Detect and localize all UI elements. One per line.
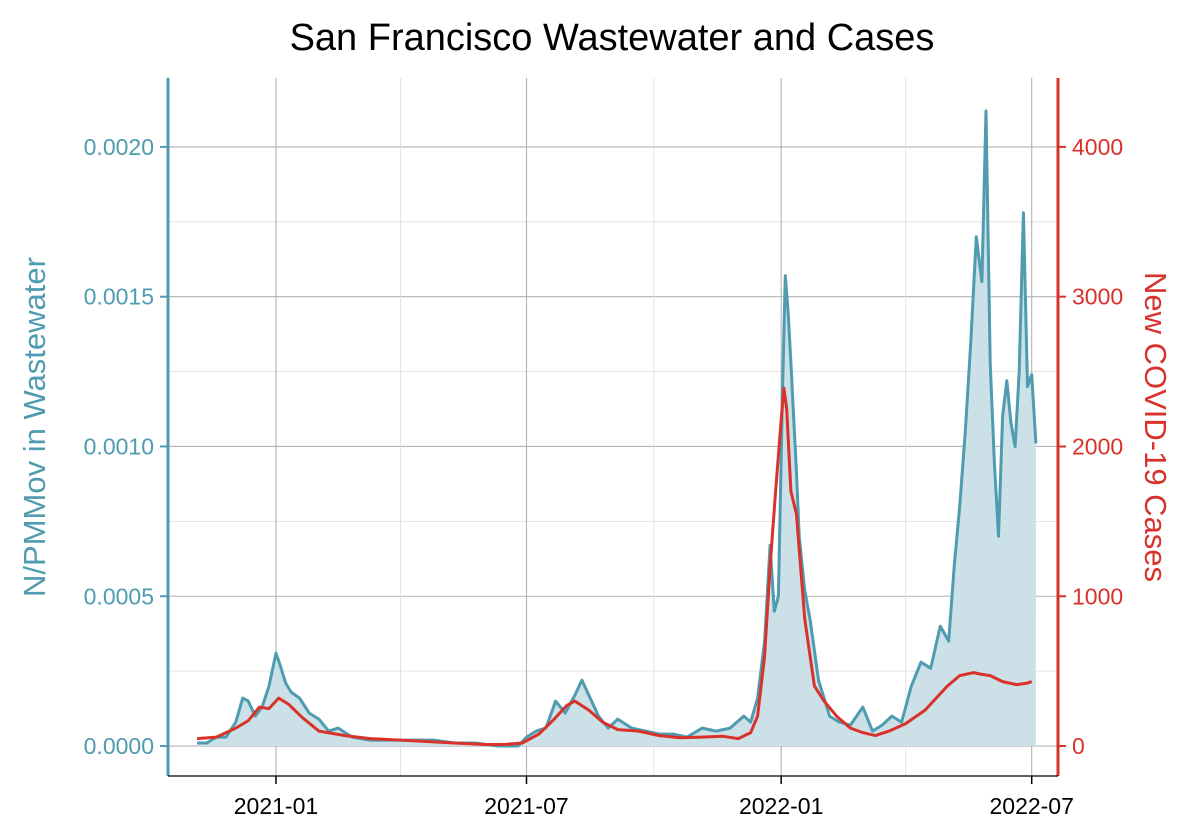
y-left-tick-label: 0.0010 — [84, 433, 154, 459]
y-right-tick-label: 0 — [1072, 733, 1085, 759]
chart-title: San Francisco Wastewater and Cases — [290, 17, 935, 59]
wastewater-series-line — [197, 109, 1038, 748]
x-tick-label: 2021-07 — [484, 793, 568, 819]
y-left-tick-label: 0.0005 — [84, 583, 154, 609]
y-right-tick-label: 2000 — [1072, 433, 1123, 459]
cases-series-line — [196, 386, 1033, 746]
y-axis-left-label: N/PMMov in Wastewater — [17, 257, 52, 597]
y-left-tick-label: 0.0015 — [84, 284, 154, 310]
y-right-tick-label: 1000 — [1072, 583, 1123, 609]
y-left-tick-label: 0.0000 — [84, 733, 154, 759]
wastewater-area-fill — [197, 111, 1036, 747]
y-right-tick-label: 4000 — [1072, 134, 1123, 160]
y-left-tick-label: 0.0020 — [84, 134, 154, 160]
tick-labels: 0.0000 0.0005 0.0010 0.0015 0.0020 0 1000 2000 3… — [84, 134, 1124, 819]
x-tick-label: 2022-07 — [989, 793, 1073, 819]
wastewater-area — [197, 111, 1036, 747]
y-right-tick-label: 3000 — [1072, 284, 1123, 310]
axes — [160, 78, 1066, 784]
x-tick-label: 2022-01 — [739, 793, 823, 819]
x-tick-label: 2021-01 — [234, 793, 318, 819]
series-lines — [196, 109, 1038, 748]
y-axis-right-label: New COVID-19 Cases — [1138, 272, 1173, 582]
